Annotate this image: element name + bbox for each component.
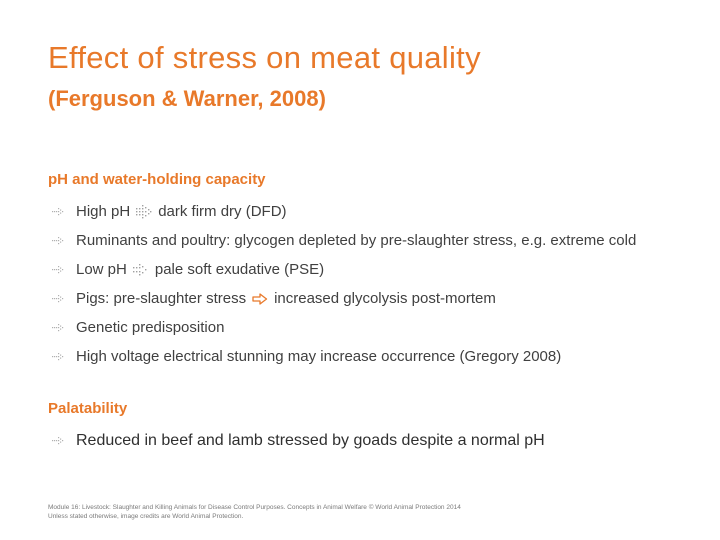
footer-line-image-credits: Unless stated otherwise, image credits a…: [48, 513, 244, 520]
palatability-bullet-list: Reduced in beef and lamb stressed by goa…: [48, 426, 545, 455]
list-item: Low pH pale soft exudative (PSE): [48, 255, 636, 284]
section-heading-palatability: Palatability: [48, 400, 128, 417]
dotted-arrow-bullet-icon: [52, 207, 64, 217]
list-item: Reduced in beef and lamb stressed by goa…: [48, 426, 545, 455]
dotted-arrow-icon: [136, 204, 152, 219]
item-text: Pigs: pre-slaughter stress: [76, 290, 247, 307]
list-item: Pigs: pre-slaughter stress increased gly…: [48, 284, 636, 313]
dotted-arrow-bullet-icon: [52, 323, 64, 333]
item-text: pale soft exudative (PSE): [154, 261, 325, 278]
item-text: increased glycolysis post-mortem: [274, 290, 496, 307]
dotted-arrow-bullet-icon: [52, 294, 64, 304]
section-heading-ph: pH and water-holding capacity: [48, 171, 266, 188]
item-text: Low pH: [76, 261, 127, 278]
item-text: Ruminants and poultry: glycogen depleted…: [76, 232, 637, 249]
ph-bullet-list: High pH dark firm dry (DFD) Ruminants an…: [48, 197, 636, 371]
dotted-arrow-icon: [132, 263, 149, 277]
dotted-arrow-bullet-icon: [52, 436, 64, 446]
list-item: High voltage electrical stunning may inc…: [48, 342, 636, 371]
outline-arrow-icon: [252, 292, 268, 305]
item-text: High voltage electrical stunning may inc…: [76, 348, 562, 365]
list-item: Genetic predisposition: [48, 313, 636, 342]
dotted-arrow-bullet-icon: [52, 352, 64, 362]
slide-footer: Module 16: Livestock: Slaughter and Kill…: [48, 503, 461, 521]
item-text: High pH: [76, 203, 131, 220]
item-text: Genetic predisposition: [76, 319, 225, 336]
list-item: Ruminants and poultry: glycogen depleted…: [48, 226, 636, 255]
item-text: Reduced in beef and lamb stressed by goa…: [76, 431, 545, 449]
dotted-arrow-bullet-icon: [52, 236, 64, 246]
slide-title: Effect of stress on meat quality: [48, 40, 481, 75]
list-item: High pH dark firm dry (DFD): [48, 197, 636, 226]
footer-line-credits: Module 16: Livestock: Slaughter and Kill…: [48, 504, 461, 511]
slide-subtitle: (Ferguson & Warner, 2008): [48, 86, 326, 111]
item-text: dark firm dry (DFD): [158, 203, 287, 220]
dotted-arrow-bullet-icon: [52, 265, 64, 275]
